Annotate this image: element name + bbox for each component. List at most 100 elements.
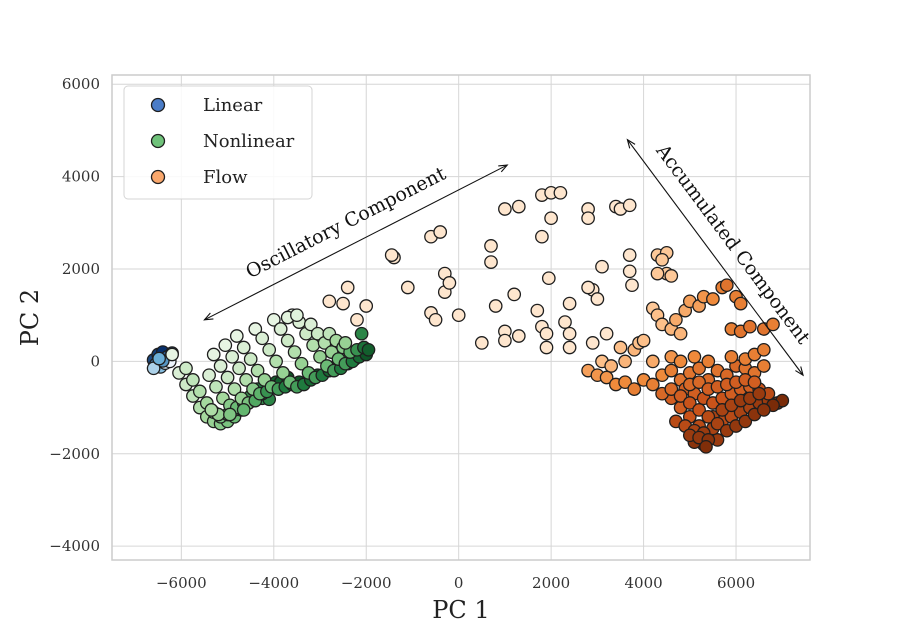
data-point-nonlinear — [179, 361, 193, 376]
data-point-linear — [152, 351, 166, 366]
data-point-nonlinear — [202, 368, 216, 383]
data-point-nonlinear — [165, 347, 179, 362]
data-point-flow — [553, 185, 568, 200]
x-tick-label: −4000 — [248, 574, 299, 592]
axis-layer: −6000 −4000 −2000 0 2000 4000 6000 −4000 −2000 0 2… — [16, 74, 811, 624]
data-point-flow — [664, 363, 679, 378]
data-point-flow — [350, 312, 364, 327]
data-point-flow — [645, 377, 660, 392]
x-axis-title: PC 1 — [432, 596, 489, 624]
data-point-nonlinear — [225, 349, 240, 364]
data-point-flow — [719, 278, 734, 293]
plot-frame — [111, 74, 811, 561]
data-point-nonlinear — [313, 349, 327, 364]
data-point-nonlinear — [220, 370, 235, 385]
data-point-flow — [562, 340, 577, 355]
arrowhead — [626, 138, 636, 149]
annotation-arrow — [626, 139, 804, 376]
data-point-flow — [562, 296, 577, 311]
data-point-flow — [484, 255, 498, 269]
x-tick-label: −6000 — [156, 574, 207, 592]
data-point-nonlinear — [273, 322, 288, 336]
data-point-nonlinear — [361, 342, 376, 357]
data-point-flow — [562, 326, 577, 341]
data-point-flow — [539, 326, 554, 341]
data-point-flow — [340, 280, 355, 295]
data-point-nonlinear — [287, 345, 302, 359]
data-point-flow — [701, 354, 716, 369]
data-point-flow — [622, 248, 637, 262]
data-point-nonlinear — [303, 317, 318, 332]
data-point-flow — [541, 271, 556, 286]
data-point-flow — [530, 303, 545, 318]
y-tick-label: −2000 — [49, 445, 100, 463]
data-point-flow — [599, 326, 614, 341]
data-point-flow — [701, 409, 716, 424]
data-point-nonlinear — [227, 382, 242, 396]
x-tick-label: 0 — [454, 574, 464, 592]
y-tick-label: 0 — [90, 352, 100, 370]
data-point-nonlinear — [232, 361, 246, 376]
data-point-flow — [664, 382, 679, 396]
data-point-nonlinear — [266, 312, 281, 327]
data-point-nonlinear — [213, 359, 228, 373]
data-point-flow — [622, 264, 637, 279]
data-point-nonlinear — [280, 333, 295, 348]
data-point-flow — [474, 336, 489, 350]
y-tick-label: −4000 — [49, 537, 100, 555]
data-point-flow — [756, 359, 771, 373]
points-layer — [146, 185, 790, 454]
arrowhead — [203, 312, 214, 321]
data-point-nonlinear — [236, 340, 251, 355]
data-point-nonlinear — [192, 384, 207, 399]
data-point-flow — [535, 229, 549, 244]
legend-marker — [150, 97, 166, 113]
data-point-flow — [618, 375, 632, 390]
data-point-flow — [692, 375, 706, 390]
data-point-flow — [743, 319, 757, 334]
series-nonlinear — [165, 308, 376, 431]
data-point-flow — [627, 382, 642, 396]
data-point-flow — [336, 296, 350, 311]
data-point-flow — [710, 416, 725, 431]
legend-label: Flow — [203, 167, 248, 188]
x-tick-label: 6000 — [717, 574, 755, 592]
y-tick-label: 6000 — [62, 75, 100, 93]
data-point-nonlinear — [223, 407, 237, 422]
data-point-nonlinear — [338, 336, 353, 350]
data-point-nonlinear — [229, 329, 244, 343]
data-point-flow — [756, 403, 771, 417]
data-point-flow — [655, 252, 669, 267]
data-point-flow — [384, 248, 399, 262]
data-point-nonlinear — [276, 366, 290, 380]
data-point-flow — [322, 294, 337, 309]
data-point-flow — [673, 326, 688, 341]
data-point-nonlinear — [290, 308, 304, 323]
data-point-flow — [766, 317, 780, 332]
data-point-nonlinear — [255, 331, 270, 346]
data-point-flow — [428, 312, 443, 327]
data-point-flow — [488, 299, 503, 313]
data-point-nonlinear — [262, 342, 277, 357]
data-point-flow — [484, 239, 498, 253]
data-point-flow — [558, 315, 572, 329]
arrowhead — [498, 164, 509, 173]
data-point-nonlinear — [218, 338, 233, 353]
data-point-nonlinear — [294, 356, 309, 371]
data-point-nonlinear — [204, 403, 219, 417]
data-point-flow — [507, 287, 522, 302]
data-point-flow — [581, 280, 595, 295]
data-point-nonlinear — [354, 326, 369, 341]
legend-label: Nonlinear — [203, 131, 295, 152]
data-point-flow — [682, 396, 697, 410]
data-point-flow — [359, 299, 374, 313]
data-point-nonlinear — [236, 403, 251, 417]
data-point-flow — [664, 269, 679, 283]
legend-label: Linear — [203, 95, 263, 116]
data-point-nonlinear — [209, 379, 223, 394]
series-flow — [322, 185, 790, 454]
data-point-flow — [585, 336, 600, 350]
data-point-nonlinear — [306, 338, 320, 353]
data-point-flow — [756, 342, 771, 357]
